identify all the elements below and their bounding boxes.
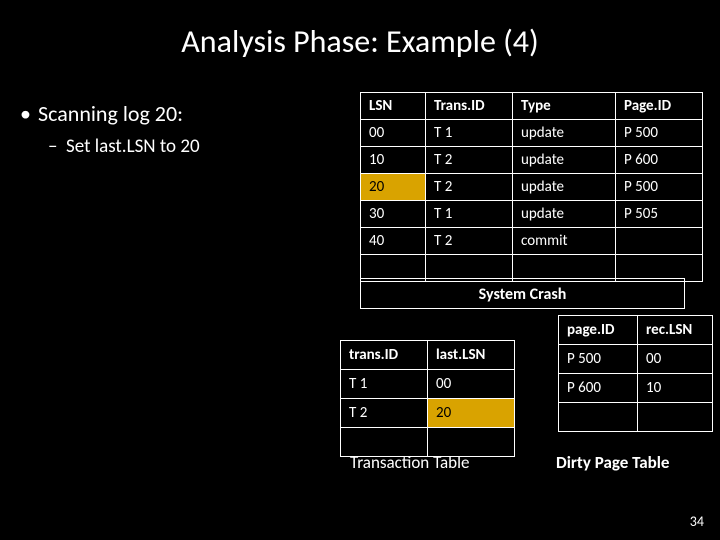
dirty-cell: P 600 xyxy=(559,374,638,403)
log-cell: update xyxy=(513,201,616,228)
table-header-row: LSN Trans.ID Type Page.ID xyxy=(361,93,703,120)
table-header-row: trans.ID last.LSN xyxy=(341,341,515,370)
page-number: 34 xyxy=(690,513,704,530)
log-cell-highlighted: 20 xyxy=(361,174,426,201)
log-cell: P 505 xyxy=(616,201,703,228)
dirty-header-reclsn: rec.LSN xyxy=(638,316,713,345)
log-cell: T 1 xyxy=(426,201,513,228)
dirty-cell xyxy=(559,403,638,432)
table-row-highlighted: 20 T 2 update P 500 xyxy=(361,174,703,201)
table-row: T 2 20 xyxy=(341,399,515,428)
trans-cell: 00 xyxy=(428,370,515,399)
log-cell: T 2 xyxy=(426,147,513,174)
log-cell: update xyxy=(513,174,616,201)
bullet-list: •Scanning log 20: –Set last.LSN to 20 xyxy=(20,100,340,158)
log-header-pageid: Page.ID xyxy=(616,93,703,120)
system-crash-banner: System Crash xyxy=(360,278,685,309)
trans-cell-highlighted: 20 xyxy=(428,399,515,428)
table-header-row: page.ID rec.LSN xyxy=(559,316,713,345)
log-cell: T 2 xyxy=(426,174,513,201)
log-header-transid: Trans.ID xyxy=(426,93,513,120)
log-cell: 30 xyxy=(361,201,426,228)
dirty-cell xyxy=(638,403,713,432)
page-title: Analysis Phase: Example (4) xyxy=(0,0,720,71)
table-row: 10 T 2 update P 600 xyxy=(361,147,703,174)
log-cell: commit xyxy=(513,228,616,255)
table-row: T 1 00 xyxy=(341,370,515,399)
log-cell: P 500 xyxy=(616,174,703,201)
bullet-main-text: Scanning log 20: xyxy=(38,100,183,127)
table-row: 00 T 1 update P 500 xyxy=(361,120,703,147)
log-cell xyxy=(616,228,703,255)
dirty-page-table: page.ID rec.LSN P 500 00 P 600 10 xyxy=(558,315,713,432)
log-cell: T 1 xyxy=(426,120,513,147)
bullet-sub: –Set last.LSN to 20 xyxy=(48,135,340,158)
dirty-cell: 10 xyxy=(638,374,713,403)
slide: Analysis Phase: Example (4) •Scanning lo… xyxy=(0,0,720,540)
table-row: P 600 10 xyxy=(559,374,713,403)
dirty-cell: 00 xyxy=(638,345,713,374)
table-row-empty xyxy=(559,403,713,432)
bullet-dot-icon: • xyxy=(20,100,38,127)
table-row: P 500 00 xyxy=(559,345,713,374)
bullet-main: •Scanning log 20: xyxy=(20,100,340,127)
trans-header-transid: trans.ID xyxy=(341,341,428,370)
bullet-dash-icon: – xyxy=(48,135,66,158)
log-header-type: Type xyxy=(513,93,616,120)
table-row: 40 T 2 commit xyxy=(361,228,703,255)
log-table: LSN Trans.ID Type Page.ID 00 T 1 update … xyxy=(360,92,703,282)
trans-header-lastlsn: last.LSN xyxy=(428,341,515,370)
log-cell: 00 xyxy=(361,120,426,147)
dirty-header-pageid: page.ID xyxy=(559,316,638,345)
log-cell: 10 xyxy=(361,147,426,174)
log-cell: T 2 xyxy=(426,228,513,255)
dirty-page-table-caption: Dirty Page Table xyxy=(556,452,670,473)
log-cell: update xyxy=(513,120,616,147)
log-cell: update xyxy=(513,147,616,174)
table-row: 30 T 1 update P 505 xyxy=(361,201,703,228)
transaction-table-caption: Transaction Table xyxy=(350,452,469,473)
bullet-sub-text: Set last.LSN to 20 xyxy=(66,135,200,158)
trans-cell: T 2 xyxy=(341,399,428,428)
transaction-table: trans.ID last.LSN T 1 00 T 2 20 xyxy=(340,340,515,457)
log-cell: P 500 xyxy=(616,120,703,147)
log-cell: P 600 xyxy=(616,147,703,174)
log-cell: 40 xyxy=(361,228,426,255)
dirty-cell: P 500 xyxy=(559,345,638,374)
log-header-lsn: LSN xyxy=(361,93,426,120)
trans-cell: T 1 xyxy=(341,370,428,399)
